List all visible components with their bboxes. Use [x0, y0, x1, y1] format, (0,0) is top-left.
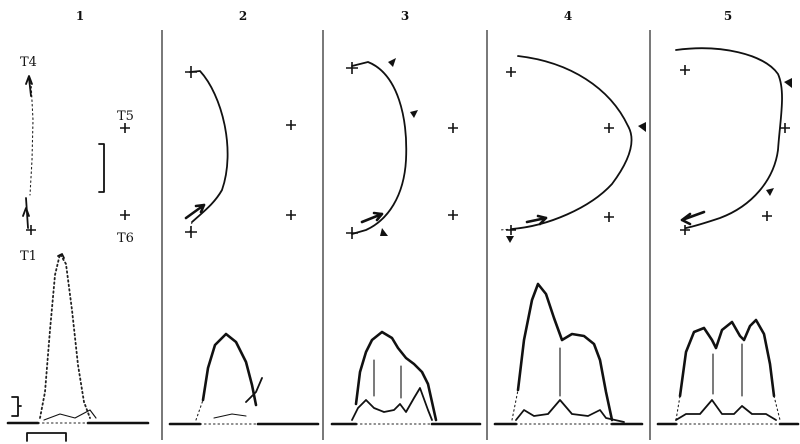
panel-number-1: 1: [76, 9, 84, 23]
trajectory-3: [351, 61, 408, 235]
target-cross-end-3: [346, 227, 358, 239]
secondary-trace-5: [675, 399, 777, 421]
panel-5: [656, 47, 800, 426]
target-cross-t1: [26, 225, 36, 235]
target-cross-right-bottom-5: [762, 211, 772, 221]
target-cross-right-top-5: [780, 123, 790, 133]
target-cross-start-3: [346, 62, 358, 74]
triangle-marker-icon: [380, 228, 388, 236]
secondary-trace-2: [245, 377, 263, 403]
marker-label-t4: T4: [20, 55, 37, 70]
velocity-profile-1-solid: [57, 253, 65, 259]
target-cross-end-2: [185, 226, 197, 238]
calibration-bracket-amplitude: [11, 396, 22, 417]
panel-number-4: 4: [564, 9, 572, 23]
velocity-profile-5-fall: [773, 395, 781, 421]
target-cross-top-left-5: [680, 65, 690, 75]
target-cross-start-2: [185, 66, 197, 78]
triangle-marker-icon: [388, 58, 396, 67]
target-cross-right-bottom-4: [604, 212, 614, 222]
panel-3: [330, 58, 482, 426]
panel-number-5: 5: [724, 9, 732, 23]
trajectory-1: [29, 81, 34, 196]
scale-bar-vertical: [98, 143, 105, 193]
secondary-trace-1: [43, 409, 97, 421]
arrow-direction-icon: [525, 214, 548, 226]
target-cross-top-left-4: [506, 67, 516, 77]
panel-number-3: 3: [401, 9, 409, 23]
secondary-trace-2b: [213, 413, 247, 419]
triangle-marker-icon: [506, 236, 514, 243]
arrow-direction-icon: [360, 211, 384, 224]
velocity-profile-5-rise: [675, 395, 681, 421]
triangle-marker-icon: [638, 122, 646, 132]
marker-label-t1: T1: [20, 249, 37, 264]
triangle-marker-icon: [766, 188, 774, 196]
target-cross-right-top-2: [286, 120, 296, 130]
velocity-profile-5: [678, 318, 776, 398]
arrow-top-icon: [25, 75, 33, 85]
triangle-marker-icon: [784, 78, 792, 88]
target-cross-right-top-3: [448, 123, 458, 133]
secondary-trace-3: [351, 387, 433, 421]
panel-dividers: [161, 30, 651, 440]
arrow-direction-icon: [680, 210, 706, 226]
secondary-trace-4: [515, 399, 625, 423]
target-cross-right-bottom-3: [448, 210, 458, 220]
panel-number-2: 2: [239, 9, 247, 23]
trajectory-4: [511, 55, 633, 230]
target-cross-right-bottom-2: [286, 210, 296, 220]
panel-numbers: 1 2 3 4 5: [76, 9, 732, 23]
panel-1: [6, 75, 150, 442]
target-cross-t5: [120, 123, 130, 133]
trajectory-1-solid-top: [28, 77, 32, 97]
panel-4: [493, 55, 646, 426]
velocity-profile-4: [516, 282, 614, 422]
trajectory-2: [189, 70, 229, 223]
panel-2: [168, 66, 320, 426]
target-cross-end-4: [506, 225, 516, 235]
marker-labels: T4 T5 T6 T1: [20, 55, 134, 264]
target-cross-end-5: [680, 225, 690, 235]
calibration-bracket-time: [26, 432, 67, 442]
velocity-profile-4-rise: [511, 389, 519, 421]
marker-label-t6: T6: [117, 231, 134, 246]
velocity-profile-2: [201, 332, 258, 407]
arrow-direction-icon: [184, 203, 206, 220]
arrow-up-icon: [22, 207, 30, 217]
velocity-profile-3: [354, 330, 438, 422]
trajectory-5: [675, 47, 783, 229]
velocity-profile-2-rise: [195, 399, 204, 421]
velocity-profile-1: [39, 251, 91, 419]
triangle-marker-icon: [410, 110, 418, 118]
marker-label-t5: T5: [117, 109, 134, 124]
target-cross-right-top-4: [604, 123, 614, 133]
target-cross-t6: [120, 210, 130, 220]
